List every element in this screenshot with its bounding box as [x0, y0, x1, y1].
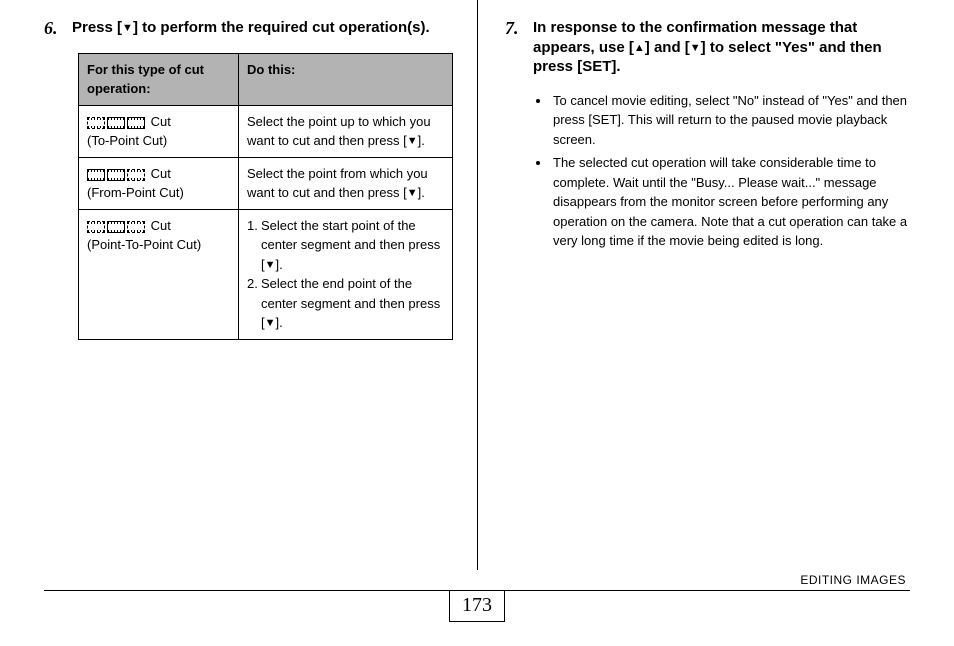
- cut-type-cell: Cut (Point-To-Point Cut): [79, 209, 239, 339]
- table-header-row: For this type of cut operation: Do this:: [79, 53, 453, 105]
- table-row: Cut (Point-To-Point Cut) Select the start …: [79, 209, 453, 339]
- down-triangle-icon: ▼: [407, 135, 418, 147]
- step-6: 6. Press [▼] to perform the required cut…: [44, 18, 449, 39]
- filmstrip-segment: [107, 117, 125, 129]
- cut-action-cell: Select the start point of the center seg…: [239, 209, 453, 339]
- cut-subname: (From-Point Cut): [87, 185, 184, 200]
- down-triangle-icon: ▼: [690, 42, 701, 54]
- filmstrip-icon: [87, 221, 145, 233]
- action-step: Select the start point of the center seg…: [247, 216, 444, 275]
- step-7-text: In response to the confirmation message …: [533, 18, 910, 77]
- filmstrip-icon: [87, 169, 145, 181]
- section-label: EDITING IMAGES: [800, 573, 906, 587]
- bullet-item: The selected cut operation will take con…: [551, 153, 910, 251]
- left-column: 6. Press [▼] to perform the required cut…: [44, 18, 477, 586]
- step-7-bullets: To cancel movie editing, select "No" ins…: [551, 91, 910, 251]
- page: 6. Press [▼] to perform the required cut…: [0, 0, 954, 646]
- cut-action-cell: Select the point up to which you want to…: [239, 105, 453, 157]
- step-number: 6.: [44, 18, 72, 39]
- step-number: 7.: [505, 18, 533, 39]
- right-column: 7. In response to the confirmation messa…: [477, 18, 910, 586]
- bullet-item: To cancel movie editing, select "No" ins…: [551, 91, 910, 150]
- cut-name: Cut: [147, 166, 171, 181]
- cut-type-cell: Cut (From-Point Cut): [79, 157, 239, 209]
- filmstrip-segment: [107, 169, 125, 181]
- cut-operations-table: For this type of cut operation: Do this:…: [78, 53, 453, 340]
- down-triangle-icon: ▼: [265, 259, 276, 271]
- down-triangle-icon: ▼: [265, 317, 276, 329]
- cut-name: Cut: [147, 114, 171, 129]
- cut-subname: (To-Point Cut): [87, 133, 167, 148]
- step-6-text-pre: Press [: [72, 19, 122, 36]
- column-divider: [477, 0, 478, 570]
- table-row: Cut (From-Point Cut) Select the point from…: [79, 157, 453, 209]
- cut-type-cell: Cut (To-Point Cut): [79, 105, 239, 157]
- filmstrip-segment: [87, 117, 105, 129]
- cut-action-cell: Select the point from which you want to …: [239, 157, 453, 209]
- step-7: 7. In response to the confirmation messa…: [505, 18, 910, 77]
- filmstrip-segment: [107, 221, 125, 233]
- filmstrip-segment: [87, 169, 105, 181]
- step-6-text-post: ] to perform the required cut operation(…: [133, 19, 430, 36]
- down-triangle-icon: ▼: [122, 22, 133, 34]
- page-footer: EDITING IMAGES 173: [44, 590, 910, 618]
- filmstrip-segment: [127, 117, 145, 129]
- action-step: Select the end point of the center segme…: [247, 274, 444, 333]
- page-number: 173: [462, 594, 492, 617]
- cut-name: Cut: [147, 218, 171, 233]
- cut-subname: (Point-To-Point Cut): [87, 237, 201, 252]
- table-row: Cut (To-Point Cut) Select the point up to …: [79, 105, 453, 157]
- filmstrip-segment: [87, 221, 105, 233]
- down-triangle-icon: ▼: [407, 187, 418, 199]
- table-header-action: Do this:: [239, 53, 453, 105]
- filmstrip-icon: [87, 117, 145, 129]
- up-triangle-icon: ▲: [634, 42, 645, 54]
- step-7-text-b: ] and [: [645, 39, 690, 56]
- filmstrip-segment: [127, 221, 145, 233]
- step-6-text: Press [▼] to perform the required cut op…: [72, 18, 430, 38]
- filmstrip-segment: [127, 169, 145, 181]
- action-steps: Select the start point of the center seg…: [247, 216, 444, 333]
- content-columns: 6. Press [▼] to perform the required cut…: [44, 18, 910, 586]
- table-header-type: For this type of cut operation:: [79, 53, 239, 105]
